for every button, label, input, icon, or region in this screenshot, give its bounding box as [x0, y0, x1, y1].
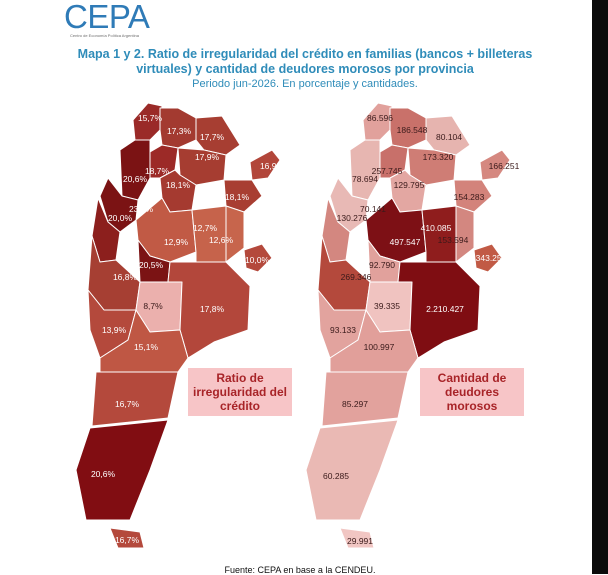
map2-label: 130.276 — [336, 213, 368, 223]
page-title: Mapa 1 y 2. Ratio de irregularidad del c… — [77, 47, 533, 76]
map2-malvinas — [473, 243, 503, 273]
map1-label: 18,7% — [144, 166, 170, 176]
map1-label: 20,6% — [122, 174, 148, 184]
map1-malvinas — [243, 243, 273, 273]
map2-argentina — [305, 102, 511, 549]
map1-misiones — [249, 149, 281, 181]
map2-label: 100.997 — [363, 342, 395, 352]
map1-label: 18,1% — [165, 180, 191, 190]
map1-larioja — [99, 177, 139, 233]
map2-label: 85.297 — [342, 399, 368, 409]
map2-label: 343.254 — [475, 253, 507, 263]
map1-santacruz — [75, 419, 169, 521]
map1-label: 16,7% — [114, 399, 140, 409]
page-subtitle: Periodo jun-2026. En porcentaje y cantid… — [192, 78, 418, 90]
map2-label: 129.795 — [393, 180, 425, 190]
map2-tdf — [339, 527, 375, 549]
cepa-logo: CEPA Centro de Economía Política Argenti… — [64, 0, 184, 40]
map2-label: 257.745 — [371, 166, 403, 176]
map1-label: 20,0% — [107, 213, 133, 223]
map1-tdf — [109, 527, 145, 549]
map1-santafe — [191, 205, 227, 263]
map2-salta — [389, 107, 427, 149]
map2-label: 60.285 — [323, 471, 349, 481]
map1-entrerios — [225, 205, 245, 263]
map1-corrientes — [223, 179, 263, 213]
map1-label: 20,5% — [138, 260, 164, 270]
map2-label: 70.141 — [360, 204, 386, 214]
map1-label: 12,6% — [208, 235, 234, 245]
map1-label: 17,7% — [199, 132, 225, 142]
map1-label: 15,1% — [133, 342, 159, 352]
map1-label: 10,0% — [244, 255, 270, 265]
map1-label: 16,8% — [112, 272, 138, 282]
map2-label: 186.548 — [396, 125, 428, 135]
map1-legend: Ratio de irregularidad del crédito — [188, 368, 292, 416]
map1-label: 13,9% — [101, 325, 127, 335]
map1-label: 20,6% — [90, 469, 116, 479]
map1-salta — [159, 107, 197, 149]
logo-text: CEPA — [64, 0, 150, 35]
logo-tagline: Centro de Economía Política Argentina — [70, 33, 139, 38]
map2-legend: Cantidad de deudores morosos — [420, 368, 524, 416]
map2-label: 154.283 — [453, 192, 485, 202]
map2-label: 78.694 — [352, 174, 378, 184]
map1-label: 17,8% — [199, 304, 225, 314]
map2-label: 410.085 — [420, 223, 452, 233]
source-note: Fuente: CEPA en base a la CENDEU. — [224, 565, 376, 575]
map2-santafe — [421, 205, 457, 263]
map2-label: 2.210.427 — [426, 304, 464, 314]
map1-label: 16,7% — [114, 535, 140, 545]
map1-label: 17,3% — [166, 126, 192, 136]
map1-label: 18,1% — [224, 192, 250, 202]
map1-label: 16,9% — [259, 161, 285, 171]
map2-label: 269.346 — [340, 272, 372, 282]
map2-label: 86.596 — [367, 113, 393, 123]
map2-misiones — [479, 149, 511, 181]
map2-corrientes — [453, 179, 493, 213]
map2-label: 29.991 — [347, 536, 373, 546]
map1-label: 8,7% — [143, 301, 163, 311]
map2-label: 497.547 — [389, 237, 421, 247]
map1-label: 15,7% — [137, 113, 163, 123]
map1-label: 17,9% — [194, 152, 220, 162]
map1-chubut — [91, 371, 179, 427]
map1-label: 23,1% — [128, 204, 154, 214]
map2-label: 93.133 — [330, 325, 356, 335]
map2-entrerios — [455, 205, 475, 263]
map2-label: 80.104 — [436, 132, 462, 142]
map1-label: 12,9% — [163, 237, 189, 247]
map1-argentina — [75, 102, 281, 549]
map2-label: 173.320 — [422, 152, 454, 162]
map2-label: 166.251 — [488, 161, 520, 171]
map1-label: 12,7% — [192, 223, 218, 233]
map2-label: 153.594 — [437, 235, 469, 245]
map2-label: 39.335 — [374, 301, 400, 311]
map2-label: 92.790 — [369, 260, 395, 270]
window-edge — [592, 0, 608, 574]
map2-chubut — [321, 371, 409, 427]
map2-larioja — [329, 177, 369, 233]
map2-santacruz — [305, 419, 399, 521]
